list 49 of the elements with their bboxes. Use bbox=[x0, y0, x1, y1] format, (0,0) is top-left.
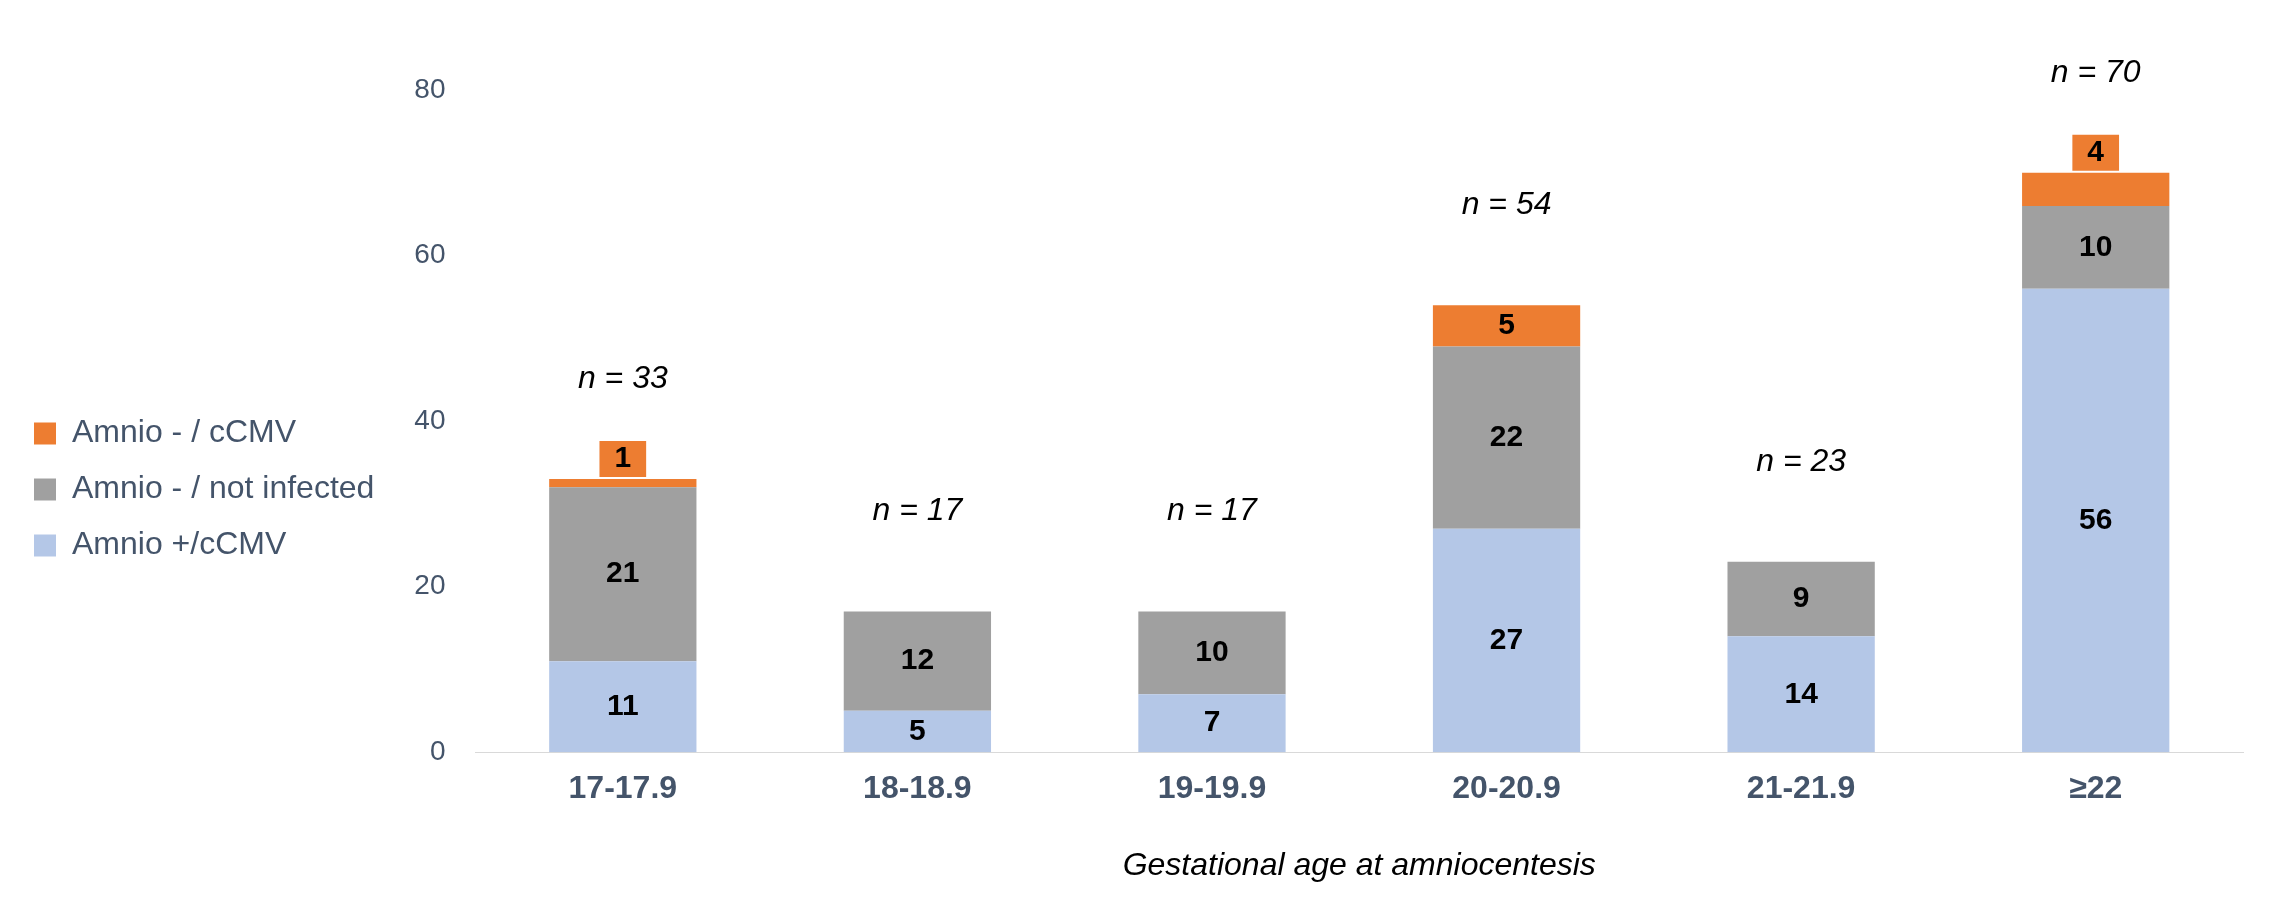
total-label: n = 23 bbox=[1756, 441, 1847, 478]
bar bbox=[1727, 561, 1875, 637]
bar bbox=[843, 611, 992, 711]
data-label: 56 bbox=[2079, 501, 2113, 535]
data-label: 21 bbox=[606, 555, 640, 589]
x-tick-label: 19-19.9 bbox=[1157, 769, 1267, 806]
data-label: 12 bbox=[900, 642, 935, 676]
data-label: 11 bbox=[606, 687, 639, 721]
data-label: 14 bbox=[1784, 675, 1819, 709]
x-tick-label: 17-17.9 bbox=[568, 769, 678, 806]
bar bbox=[1432, 528, 1581, 753]
x-tick-label: 20-20.9 bbox=[1452, 769, 1561, 806]
y-tick-label: 40 bbox=[414, 403, 446, 435]
data-label: 10 bbox=[2079, 228, 2113, 262]
legend-label: Amnio - / cCMV bbox=[72, 413, 297, 450]
bar bbox=[1432, 346, 1581, 529]
bar bbox=[1727, 636, 1875, 753]
data-label: 9 bbox=[1792, 580, 1810, 614]
bar bbox=[1138, 694, 1286, 753]
bar bbox=[549, 487, 697, 662]
x-tick-label: 18-18.9 bbox=[863, 769, 972, 806]
data-label: 22 bbox=[1489, 418, 1524, 452]
total-label: n = 70 bbox=[2050, 52, 2141, 89]
bar bbox=[549, 661, 697, 753]
x-tick-label: ≥22 bbox=[2069, 769, 2123, 806]
data-label: 27 bbox=[1489, 621, 1524, 655]
x-axis-title: Gestational age at amniocentesis bbox=[1122, 845, 1596, 882]
data-label: 5 bbox=[909, 712, 926, 746]
bar bbox=[1138, 611, 1286, 695]
x-tick-label: 21-21.9 bbox=[1746, 769, 1856, 806]
legend-label: Amnio - / not infected bbox=[72, 469, 375, 506]
total-label: n = 33 bbox=[577, 358, 668, 395]
data-label: 4 bbox=[2087, 134, 2105, 168]
y-tick-label: 60 bbox=[414, 238, 446, 270]
bar bbox=[1432, 305, 1581, 347]
total-label: n = 17 bbox=[1167, 491, 1259, 528]
bar bbox=[2022, 288, 2170, 753]
y-tick-label: 20 bbox=[414, 569, 446, 601]
bar bbox=[2022, 205, 2170, 289]
data-label: 1 bbox=[614, 440, 632, 474]
data-label: 10 bbox=[1195, 634, 1229, 668]
total-label: n = 54 bbox=[1461, 185, 1552, 222]
data-label: 5 bbox=[1498, 307, 1515, 341]
total-label: n = 17 bbox=[872, 491, 964, 528]
data-label: 7 bbox=[1203, 704, 1221, 738]
y-tick-label: 0 bbox=[429, 734, 446, 766]
y-tick-label: 80 bbox=[414, 72, 446, 104]
legend-label: Amnio +/cCMV bbox=[72, 525, 287, 562]
bar bbox=[843, 710, 992, 753]
